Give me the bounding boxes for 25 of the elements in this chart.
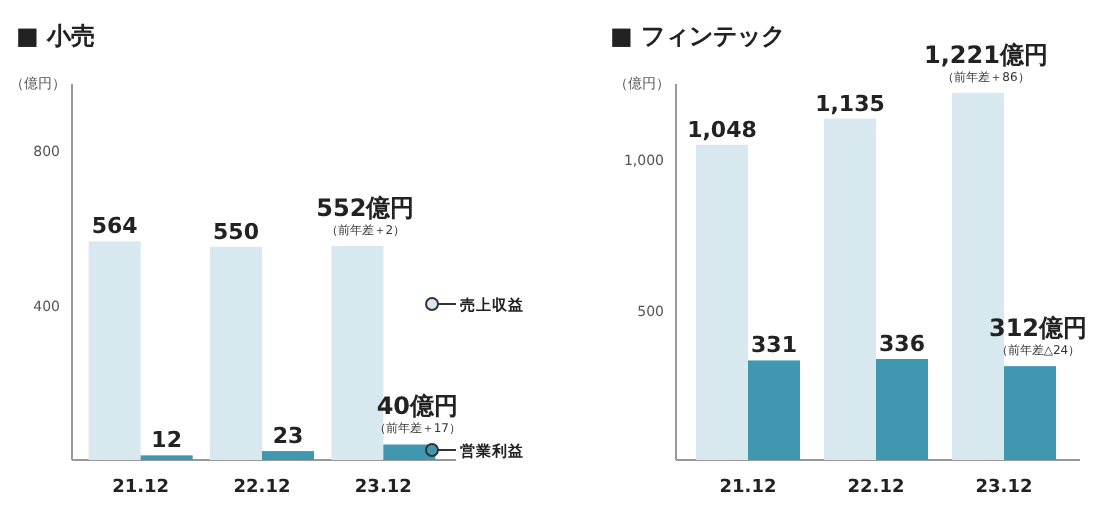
data-label: 336 [879,330,926,357]
x-tick-label: 21.12 [112,478,170,498]
bar [876,358,928,460]
data-label: 312億円 [988,314,1088,343]
data-label: 1,135 [815,90,885,117]
x-tick-label: 21.12 [719,478,777,498]
data-label: 40億円 [376,392,459,421]
x-tick-label: 22.12 [233,478,291,498]
bar [748,360,800,460]
x-tick-label: 23.12 [354,478,412,498]
chart-title: ■ 小売 [16,22,96,50]
data-label: 23 [272,423,304,450]
data-label: 1,048 [687,116,757,143]
bar [824,118,876,460]
data-label: 331 [751,332,797,359]
data-label: 550 [213,218,260,245]
x-tick-label: 22.12 [847,478,905,498]
data-label: 564 [91,213,139,240]
data-label: 552億円 [316,194,415,223]
data-label: 1,221億円 [924,40,1048,69]
data-label: 12 [151,427,182,454]
chart-title: ■ フィンテック [610,22,786,50]
x-tick-label: 23.12 [975,478,1033,498]
bar [1004,366,1056,460]
bar [696,144,748,460]
